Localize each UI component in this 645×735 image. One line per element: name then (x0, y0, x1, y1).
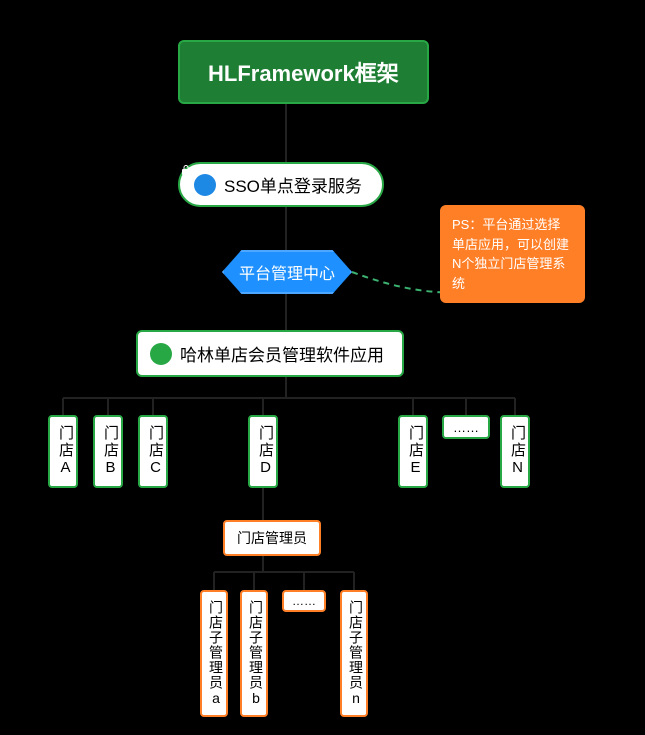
title-node: HLFramework框架 (178, 40, 429, 104)
sub-ellipsis-label: …… (292, 594, 316, 608)
store-node: 门店N (500, 415, 530, 488)
app-label: 哈林单店会员管理软件应用 (180, 341, 384, 366)
store-label: 门店A (57, 425, 74, 478)
store-node: 门店A (48, 415, 78, 488)
sub-ellipsis: …… (282, 590, 326, 612)
sso-node: SSO单点登录服务 (178, 162, 384, 207)
store-label: 门店D (257, 425, 274, 478)
ellipsis-label: …… (453, 420, 479, 435)
store-label: 门店N (509, 425, 526, 478)
store-label: 门店B (102, 425, 119, 478)
sub-manager-label: 门店子管理员a (208, 600, 224, 707)
note-label: PS：平台通过选择单店应用，可以创建N个独立门店管理系统 (452, 217, 569, 291)
manager-node: 门店管理员 (223, 520, 321, 556)
check-icon (150, 343, 172, 365)
platform-label: 平台管理中心 (239, 260, 335, 284)
manager-label: 门店管理员 (237, 530, 307, 546)
platform-node: 平台管理中心 (222, 250, 352, 294)
title-label: HLFramework框架 (208, 61, 399, 86)
store-ellipsis: …… (442, 415, 490, 439)
sub-manager-node: 门店子管理员b (240, 590, 268, 717)
sub-manager-label: 门店子管理员n (348, 600, 364, 707)
sso-label: SSO单点登录服务 (224, 172, 362, 197)
store-label: 门店E (407, 425, 424, 478)
app-node: 哈林单店会员管理软件应用 (136, 330, 404, 377)
sub-manager-node: 门店子管理员n (340, 590, 368, 717)
store-node: 门店E (398, 415, 428, 488)
store-label: 门店C (147, 425, 164, 478)
store-node: 门店D (248, 415, 278, 488)
lock-icon (194, 174, 216, 196)
sub-manager-node: 门店子管理员a (200, 590, 228, 717)
sub-manager-label: 门店子管理员b (248, 600, 264, 707)
store-node: 门店B (93, 415, 123, 488)
note-box: PS：平台通过选择单店应用，可以创建N个独立门店管理系统 (440, 205, 585, 303)
store-node: 门店C (138, 415, 168, 488)
